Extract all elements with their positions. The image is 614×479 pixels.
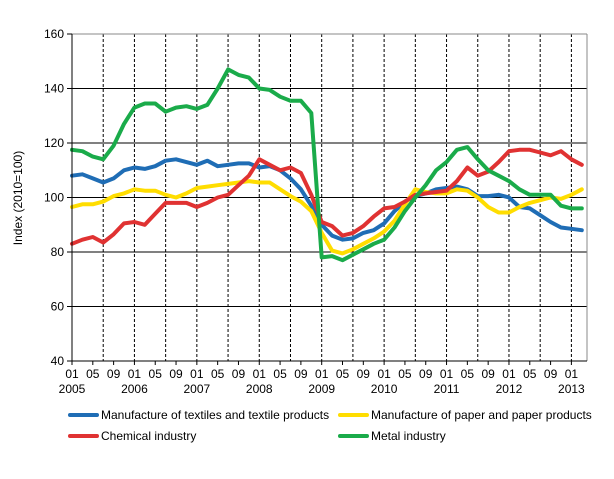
y-axis-title: Index (2010=100) [11,151,25,245]
x-tick-label-month: 01 [253,367,267,381]
x-tick-label-month: 09 [357,367,371,381]
x-tick-label-month: 01 [190,367,204,381]
x-tick-label-year: 2013 [558,382,585,396]
legend-label: Manufacture of paper and paper products [371,408,592,422]
x-tick-label-month: 01 [315,367,329,381]
x-tick-label-month: 09 [107,367,121,381]
series-line-1 [70,179,584,256]
y-tick-label: 140 [44,82,64,96]
x-tick-label-month: 05 [336,367,350,381]
x-tick-label-month: 05 [86,367,100,381]
x-tick-label-year: 2006 [121,382,148,396]
y-tick-label: 120 [44,136,64,150]
grid [72,34,587,361]
x-tick-label-month: 09 [169,367,183,381]
x-tick-label-year: 2008 [246,382,273,396]
x-tick-label-month: 09 [544,367,558,381]
y-tick-label: 40 [51,354,65,368]
series-line-2 [70,147,584,246]
x-tick-label-month: 01 [377,367,391,381]
y-tick-label: 60 [51,300,65,314]
legend-label: Manufacture of textiles and textile prod… [101,408,329,422]
x-tick-label-month: 05 [461,367,475,381]
x-tick-label-year: 2007 [183,382,210,396]
x-tick-label-month: 05 [523,367,537,381]
y-tick-label: 100 [44,191,64,205]
x-tick-label-year: 2009 [308,382,335,396]
x-tick-label-year: 2010 [371,382,398,396]
x-tick-label-month: 01 [65,367,79,381]
x-tick-label-month: 05 [149,367,163,381]
x-tick-label-month: 01 [565,367,579,381]
x-tick-label-month: 09 [232,367,246,381]
x-tick-label-month: 05 [398,367,412,381]
x-tick-label-month: 05 [273,367,287,381]
x-tick-label-year: 2005 [59,382,86,396]
legend-label: Chemical industry [101,429,196,443]
x-tick-label-year: 2012 [496,382,523,396]
x-tick-label-month: 09 [481,367,495,381]
y-tick-label: 160 [44,27,64,41]
legend-label: Metal industry [371,429,446,443]
series-line-0 [70,157,584,242]
y-tick-label: 80 [51,245,65,259]
x-tick-label-month: 01 [440,367,454,381]
x-tick-label-month: 09 [294,367,308,381]
series-line-3 [70,67,584,263]
series-lines [70,67,584,263]
x-tick-label-month: 05 [211,367,225,381]
x-tick-label-month: 01 [128,367,142,381]
x-tick-label-year: 2011 [434,382,460,396]
x-tick-label-month: 01 [502,367,516,381]
legend: Manufacture of textiles and textile prod… [68,408,592,443]
x-tick-label-month: 09 [419,367,433,381]
